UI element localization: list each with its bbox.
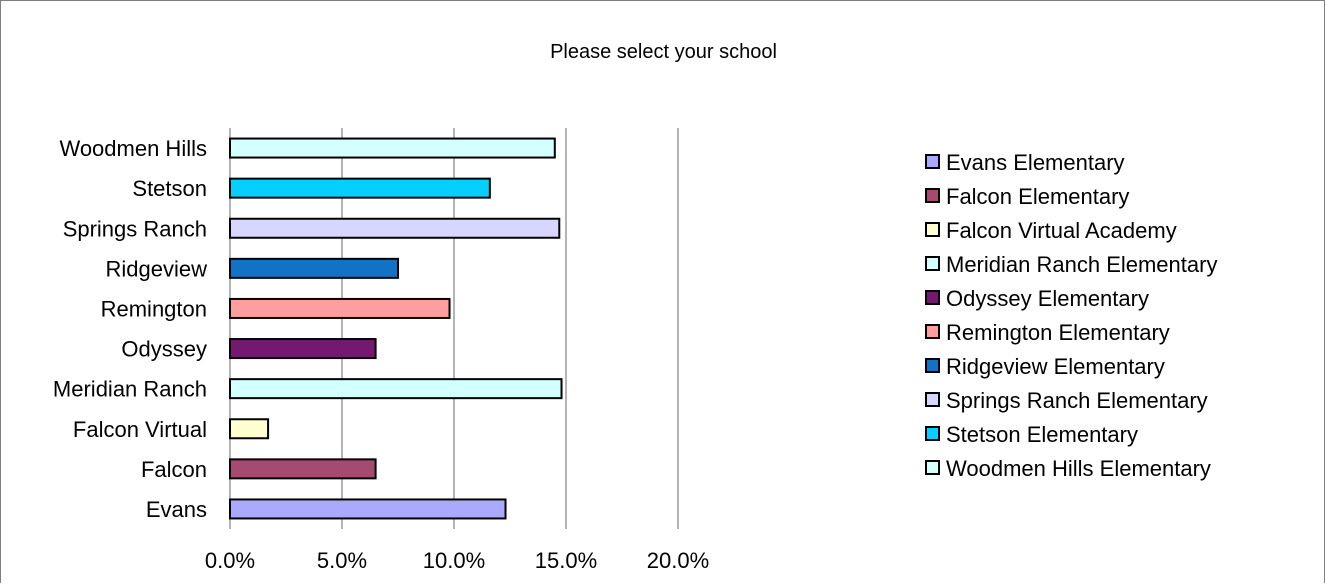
legend-swatch [925,392,940,407]
legend-swatch [925,256,940,271]
bars [229,137,563,520]
category-label: Meridian Ranch [53,377,207,402]
category-label: Stetson [132,176,207,201]
category-label: Falcon Virtual [73,417,207,442]
bar [229,418,270,440]
x-tick-label: 0.0% [205,548,255,573]
legend-entry: Remington Elementary [946,320,1170,345]
legend-entry: Evans Elementary [946,150,1125,175]
bar [229,498,507,520]
legend-entry: Springs Ranch Elementary [946,388,1208,413]
bar [229,217,561,239]
x-tick-label: 20.0% [647,548,709,573]
category-label: Evans [146,497,207,522]
x-axis-ticks: 0.0% 5.0% 10.0% 15.0% 20.0% [205,548,709,573]
legend-swatch [925,324,940,339]
legend-swatch [925,154,940,169]
chart-title: Please select your school [550,41,777,63]
category-label: Ridgeview [106,256,208,281]
legend-swatch [925,460,940,475]
category-label: Falcon [141,457,207,482]
legend-swatch [925,358,940,373]
legend-entry: Falcon Virtual Academy [946,218,1177,243]
legend-entry: Falcon Elementary [946,184,1129,209]
legend-entry: Odyssey Elementary [946,286,1149,311]
category-label: Woodmen Hills [59,136,207,161]
legend-swatch [925,188,940,203]
category-label: Odyssey [121,337,207,362]
legend-entry: Meridian Ranch Elementary [946,252,1217,277]
x-tick-label: 10.0% [423,548,485,573]
legend-entry: Ridgeview Elementary [946,354,1165,379]
legend-swatch [925,222,940,237]
bar [229,257,399,279]
legend-entry: Woodmen Hills Elementary [946,456,1211,481]
x-tick-label: 5.0% [317,548,367,573]
legend-swatch [925,426,940,441]
legend: Evans Elementary Falcon Elementary Falcon … [925,150,1217,481]
bar [229,297,451,319]
bar [229,378,563,400]
category-label: Remington [101,296,207,321]
bar [229,177,491,199]
legend-swatch [925,290,940,305]
bar [229,458,377,480]
category-label: Springs Ranch [63,216,207,241]
bar [229,338,377,360]
x-tick-label: 15.0% [535,548,597,573]
bar [229,137,556,159]
legend-entry: Stetson Elementary [946,422,1138,447]
category-labels: Evans Falcon Falcon Virtual Meridian Ranch O… [53,136,207,522]
